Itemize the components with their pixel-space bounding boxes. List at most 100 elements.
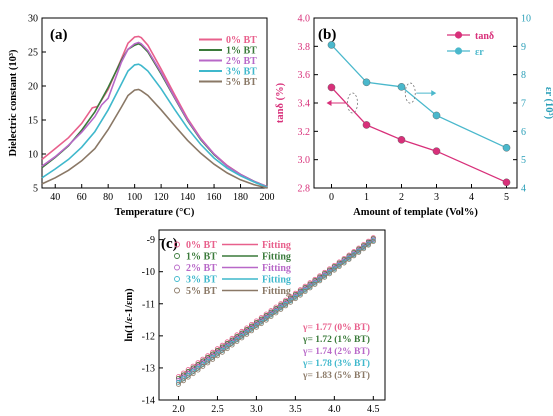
panel-c-legend-marker xyxy=(174,287,180,294)
panel-a-legend-label: 5% BT xyxy=(226,77,257,88)
panel-b-point xyxy=(502,143,511,152)
panel-c-ytick-label: -13 xyxy=(142,363,155,374)
panel-a-legend-label: 2% BT xyxy=(226,56,257,67)
panel-c-point xyxy=(292,296,298,302)
panel-c-point xyxy=(307,285,313,291)
panel-c-point xyxy=(365,242,371,248)
panel-c-point xyxy=(297,292,303,298)
panel-c-xtick-label: 2.5 xyxy=(211,404,224,415)
panel-a-series-line xyxy=(41,41,268,188)
panel-b-ytick-left-label: 4.0 xyxy=(298,14,311,25)
panel-c-xtick-label: 2.0 xyxy=(172,404,185,415)
panel-c-xtick-label: 3.0 xyxy=(250,404,263,415)
panel-c-gamma-label: γ= 1.78 (3% BT) xyxy=(302,358,370,369)
panel-a-xtick-label: 80 xyxy=(103,192,113,203)
panel-a-xtick-label: 200 xyxy=(260,192,275,203)
panel-a-xtick-label: 40 xyxy=(50,192,60,203)
panel-c-point xyxy=(326,271,332,277)
panel-c-legend-label: 3% BT xyxy=(186,275,217,286)
panel-c-ytick-label: -10 xyxy=(142,267,155,278)
panel-c-point xyxy=(283,303,289,309)
panel-c-point xyxy=(351,253,357,259)
panel-c-point xyxy=(219,349,225,355)
panel-c-point xyxy=(234,338,240,344)
panel-b-legend-label: tanδ xyxy=(475,31,494,42)
panel-b-point xyxy=(397,83,406,91)
panel-b-ytick-right-label: 7 xyxy=(521,99,526,110)
panel-a-ytick-label: 30 xyxy=(28,14,38,25)
panel-c-point xyxy=(302,288,308,294)
panel-b-legend-label: εr xyxy=(475,47,484,58)
panel-b-ylabel-right: εr (10³) xyxy=(543,87,553,120)
panel-c-xtick-label: 3.5 xyxy=(289,404,302,415)
panel-b-ytick-left-label: 3.8 xyxy=(298,42,311,53)
panel-b-point xyxy=(327,83,336,92)
panel-c-legend-fit-label: Fitting xyxy=(262,286,291,297)
panel-c-point xyxy=(268,313,274,319)
panel-c-point xyxy=(361,246,367,252)
panel-c-label: (c) xyxy=(161,236,178,252)
panel-a-xtick-label: 140 xyxy=(180,192,195,203)
panel-c-gamma-label: γ= 1.77 (0% BT) xyxy=(302,322,370,333)
panel-b-point xyxy=(502,178,511,187)
panel-a-ytick-label: 20 xyxy=(28,82,38,93)
panel-c-ylabel: ln(1/ε-1/εm) xyxy=(124,288,135,342)
panel-b-ytick-left-label: 3.4 xyxy=(298,99,311,110)
panel-b-point xyxy=(327,41,336,49)
panel-a-xtick-label: 120 xyxy=(154,192,169,203)
panel-c-ytick-label: -12 xyxy=(142,331,155,342)
panel-c-ytick-label: -9 xyxy=(147,235,155,246)
panel-c-gamma-label: γ= 1.74 (2% BT) xyxy=(302,346,370,357)
panel-b-ytick-left-label: 3.2 xyxy=(298,127,311,138)
panel-b-point xyxy=(362,121,371,129)
panel-b-ytick-right-label: 10 xyxy=(521,14,531,25)
panel-a-ytick-label: 15 xyxy=(28,116,38,127)
panel-a-legend-label: 3% BT xyxy=(226,67,257,78)
panel-b-ytick-left-label: 3.0 xyxy=(298,155,311,166)
panel-b-xtick-label: 1 xyxy=(364,192,369,203)
panel-b-indicator-ellipse xyxy=(404,82,416,104)
panel-c-frame xyxy=(158,229,386,401)
panel-b-ytick-right-label: 8 xyxy=(521,70,526,81)
panel-b-ytick-right-label: 5 xyxy=(521,155,526,166)
panel-c-point xyxy=(214,353,220,359)
panel-c-point xyxy=(180,378,186,384)
panel-c-point xyxy=(336,263,342,269)
panel-b-ytick-right-label: 6 xyxy=(521,127,526,138)
panel-a-ytick-label: 25 xyxy=(28,48,38,59)
panel-c-gamma-label: γ= 1.83 (5% BT) xyxy=(302,370,370,381)
panel-b-xlabel: Amount of template (Vol%) xyxy=(353,207,478,218)
panel-c-point xyxy=(287,299,293,305)
panel-b-legend-marker xyxy=(454,47,463,55)
panel-a-xtick-label: 60 xyxy=(77,192,87,203)
panel-c-point xyxy=(258,321,264,327)
panel-a-series-line xyxy=(41,63,268,189)
panel-c-point xyxy=(312,281,318,287)
panel-c-xtick-label: 4.0 xyxy=(328,404,341,415)
panel-a: (a) Temperature (°C) Dielectric constant… xyxy=(8,14,275,219)
panel-a-legend-label: 0% BT xyxy=(226,35,257,46)
panel-c-legend-marker xyxy=(174,264,180,271)
panel-c-point xyxy=(273,310,279,316)
panel-c-point xyxy=(263,317,269,323)
panel-a-xtick-label: 180 xyxy=(233,192,248,203)
panel-c-ytick-label: -14 xyxy=(142,396,155,407)
panel-b-point xyxy=(362,78,371,87)
panel-b-ytick-left-label: 2.8 xyxy=(298,184,311,195)
panel-b-xtick-label: 4 xyxy=(469,192,474,203)
panel-c-xtick-label: 4.5 xyxy=(367,404,380,415)
panel-b: (b) Amount of template (Vol%) tanδ (%) ε… xyxy=(275,14,553,219)
panel-c-point xyxy=(322,274,328,280)
panel-c-legend-fit-label: Fitting xyxy=(262,275,291,286)
panel-c-legend-fit-label: Fitting xyxy=(262,263,291,274)
panel-a-legend-label: 1% BT xyxy=(226,46,257,57)
panel-b-indicator-ellipse xyxy=(347,92,358,114)
panel-b-ylabel-left: tanδ (%) xyxy=(275,82,286,123)
panel-c-legend-fit-label: Fitting xyxy=(262,252,291,263)
panel-c-point xyxy=(346,256,352,262)
panel-a-xlabel: Temperature (°C) xyxy=(115,207,195,218)
panel-b-xtick-label: 2 xyxy=(399,192,404,203)
panel-b-xtick-label: 3 xyxy=(434,192,439,203)
panel-c-fit-line xyxy=(178,239,374,381)
